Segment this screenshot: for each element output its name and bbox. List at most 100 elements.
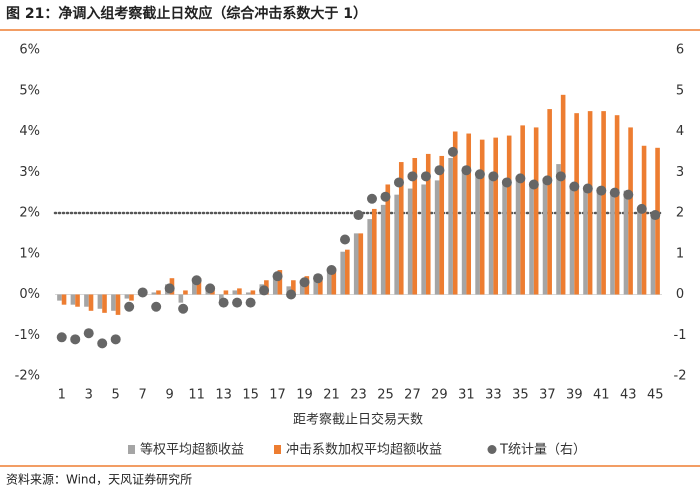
point (393, 177, 404, 188)
bar (520, 125, 525, 295)
bar (345, 249, 350, 295)
bar (556, 164, 561, 295)
bar (129, 294, 134, 301)
bar (97, 294, 103, 309)
point (97, 338, 108, 349)
bar (506, 135, 512, 295)
bar (407, 188, 413, 295)
bar (479, 139, 485, 295)
x-tick-label: 19 (296, 388, 313, 403)
bar (183, 290, 188, 295)
y2-tick-label: 0 (676, 287, 684, 302)
bar (569, 186, 575, 295)
point (353, 210, 364, 221)
bar (192, 282, 197, 295)
bar (641, 145, 647, 295)
point (461, 165, 472, 176)
point (380, 191, 391, 202)
point (245, 297, 256, 308)
bar (533, 127, 539, 295)
bar (111, 294, 116, 311)
x-tick-label: 41 (593, 388, 610, 403)
point (515, 173, 526, 184)
point (110, 334, 121, 345)
bar (412, 157, 418, 295)
y2-tick-label: -2 (674, 369, 687, 384)
bar (84, 294, 89, 307)
bar (358, 233, 364, 295)
bar (326, 272, 332, 295)
x-tick-label: 37 (539, 388, 556, 403)
bar (313, 280, 319, 295)
bar (623, 190, 629, 295)
y-tick-label: -2% (15, 369, 40, 384)
bar (601, 111, 606, 295)
bar (57, 294, 62, 301)
bar (299, 280, 305, 295)
point (488, 171, 499, 182)
bar (596, 188, 602, 295)
bar (245, 292, 251, 295)
point (434, 165, 445, 176)
bar (178, 294, 184, 303)
point (299, 277, 310, 288)
point (205, 283, 216, 294)
x-tick-label: 23 (350, 388, 367, 403)
bar (547, 109, 552, 295)
bar (70, 294, 76, 305)
x-tick-label: 33 (485, 388, 502, 403)
point (56, 332, 67, 343)
point (191, 275, 202, 286)
bar (223, 290, 229, 295)
x-tick-label: 15 (242, 388, 259, 403)
point (232, 297, 243, 308)
bar (425, 153, 431, 295)
x-tick-label: 11 (188, 388, 205, 403)
point (137, 287, 148, 298)
bar (237, 288, 242, 295)
bar (380, 204, 386, 295)
bar (353, 233, 359, 295)
legend-swatch (487, 445, 497, 454)
y-tick-label: 4% (19, 124, 40, 139)
point (596, 185, 607, 196)
y-tick-label: -1% (15, 328, 40, 343)
legend-swatch (274, 445, 281, 454)
bar (151, 292, 157, 295)
chart-title: 图 21：净调入组考察截止日效应（综合冲击系数大于 1） (6, 5, 367, 22)
legend-swatch (128, 445, 135, 454)
x-tick-label: 9 (166, 388, 174, 403)
point (582, 183, 593, 194)
y2-tick-label: 1 (676, 246, 684, 261)
bar (466, 133, 472, 295)
point (83, 328, 94, 339)
point (636, 203, 647, 214)
bar (219, 294, 224, 301)
bar (272, 276, 278, 295)
x-tick-label: 13 (215, 388, 232, 403)
point (164, 283, 175, 294)
bar (394, 194, 399, 295)
point (272, 271, 283, 282)
x-axis-label: 距考察截止日交易天数 (293, 412, 423, 428)
source-note: 资料来源：Wind，天风证券研究所 (6, 472, 192, 487)
legend-label: 等权平均超额收益 (140, 442, 244, 458)
point (650, 210, 661, 221)
bar (542, 178, 548, 295)
x-tick-label: 21 (323, 388, 340, 403)
bar (560, 94, 566, 295)
bar (318, 276, 323, 295)
y2-tick-label: 3 (676, 165, 684, 180)
point (609, 187, 620, 198)
bar (434, 180, 440, 295)
point (542, 175, 553, 186)
x-tick-label: 29 (431, 388, 448, 403)
x-tick-label: 17 (269, 388, 286, 403)
bar (88, 294, 94, 311)
x-tick-label: 1 (58, 388, 66, 403)
point (474, 169, 485, 180)
x-tick-label: 7 (139, 388, 147, 403)
bar (385, 184, 391, 295)
x-tick-label: 43 (620, 388, 637, 403)
bar (574, 113, 579, 295)
